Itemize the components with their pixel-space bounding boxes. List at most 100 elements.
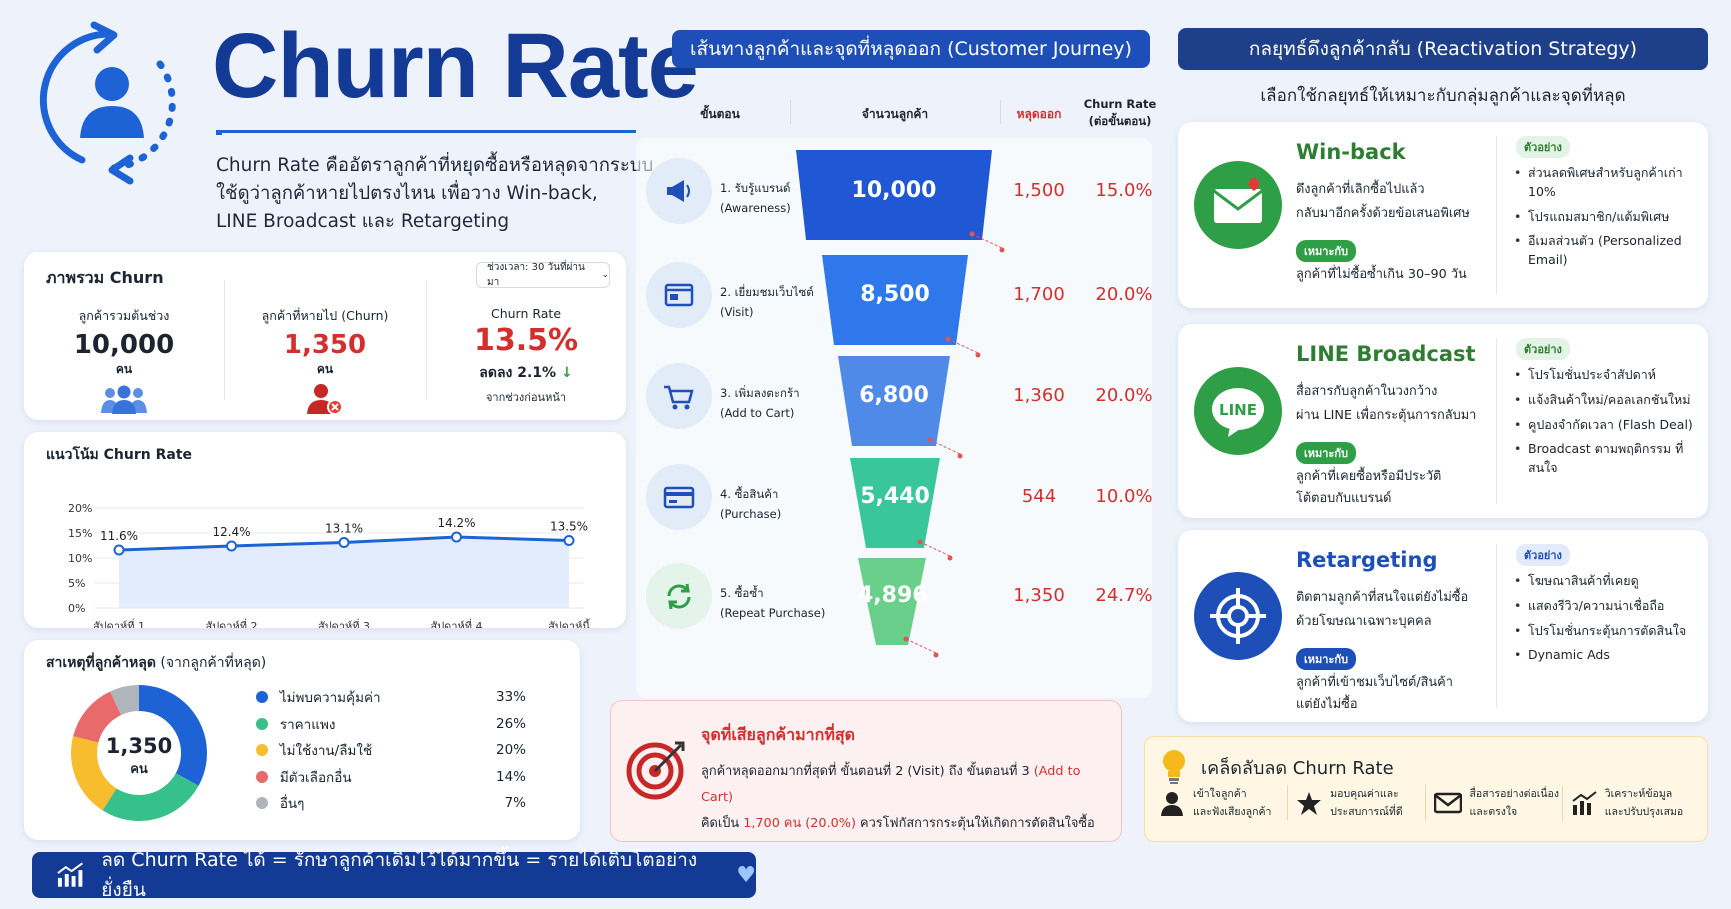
mail-icon xyxy=(1433,792,1462,814)
funnel-stage xyxy=(858,558,926,645)
donut-slice xyxy=(102,773,199,821)
journey-title: เส้นทางลูกค้าและจุดที่หลุดออก (Customer … xyxy=(672,30,1150,68)
funnel-value: 6,800 xyxy=(859,383,929,408)
strategy-title: กลยุทธ์ดึงลูกค้ากลับ (Reactivation Strat… xyxy=(1178,28,1708,70)
example-item: Dynamic Ads xyxy=(1514,646,1694,665)
data-label: 14.2% xyxy=(437,516,475,530)
trend-title: แนวโน้ม Churn Rate xyxy=(46,447,193,463)
example-badge: ตัวอย่าง xyxy=(1516,136,1570,158)
tip-item: สื่อสารอย่างต่อเนื่อง และตรงใจ xyxy=(1426,785,1563,821)
fit-badge: เหมาะกับ xyxy=(1296,442,1356,464)
legend-item: อื่นๆ 7% xyxy=(256,790,526,817)
data-label: 13.1% xyxy=(325,522,363,536)
chevron-down-icon: ⌄ xyxy=(601,270,609,280)
drop-value: 1,360 xyxy=(1013,385,1065,406)
example-item: โปรโมชั่นกระตุ้นการตัดสินใจ xyxy=(1514,622,1694,641)
strategy-name: Win-back xyxy=(1296,140,1406,164)
data-point xyxy=(451,531,462,543)
funnel-value: 4,896 xyxy=(858,583,928,608)
period-select[interactable]: ช่วงเวลา: 30 วันที่ผ่านมา ⌄ xyxy=(476,262,610,288)
megaphone-icon-badge xyxy=(646,158,712,224)
refresh-icon xyxy=(667,583,691,610)
y-tick-label: 5% xyxy=(68,577,85,590)
donut-slice xyxy=(71,736,117,811)
strategy-card-line-broadcast: LINE LINE Broadcast สื่อสารกับลูกค้าในวง… xyxy=(1178,324,1708,518)
step-churn-rate: 24.7% xyxy=(1095,585,1153,606)
overview-card: ภาพรวม Churn ช่วงเวลา: 30 วันที่ผ่านมา ⌄… xyxy=(24,252,626,420)
analytics-icon xyxy=(1572,791,1597,815)
example-list: ส่วนลดพิเศษสำหรับลูกค้าเก่า 10% โปรแถมสมา… xyxy=(1514,164,1694,276)
megaphone-icon xyxy=(667,180,690,202)
data-point xyxy=(113,544,125,556)
data-point xyxy=(338,537,350,548)
drop-value: 1,700 xyxy=(1013,284,1065,305)
cart-icon xyxy=(664,385,694,410)
example-item: คูปองจำกัดเวลา (Flash Deal) xyxy=(1514,416,1694,435)
example-item: โปรโมชั่นประจำสัปดาห์ xyxy=(1514,366,1694,385)
funnel-value: 10,000 xyxy=(851,178,937,203)
envelope-heart-icon xyxy=(1194,161,1282,249)
drop-value: 1,500 xyxy=(1013,180,1065,201)
x-tick-label: สัปดาห์ที่ 4 xyxy=(430,618,482,628)
bottom-banner: ลด Churn Rate ได้ = รักษาลูกค้าเดิมไว้ได… xyxy=(32,849,756,901)
x-tick-label: สัปดาห์ที่ 3 xyxy=(318,618,370,628)
reasons-legend: ไม่พบความคุ้มค่า 33% ราคาแพง 26% ไม่ใช้งาน/ล… xyxy=(256,684,526,817)
arrow-down-icon: ↓ xyxy=(560,365,573,381)
browser-icon-badge xyxy=(646,262,712,328)
fit-badge: เหมาะกับ xyxy=(1296,240,1356,262)
total-customers: ลูกค้ารวมต้นช่วง 10,000 คน xyxy=(24,306,224,419)
user-icon xyxy=(1161,792,1183,816)
drop-indicator xyxy=(945,336,981,358)
target-arrow-icon xyxy=(626,741,685,800)
page-description: Churn Rate คืออัตราลูกค้าที่หยุดซื้อหรือ… xyxy=(216,155,654,232)
customer-cycle-icon xyxy=(39,21,176,185)
strategy-name: Retargeting xyxy=(1296,548,1438,572)
biggest-loss-box: จุดที่เสียลูกค้ามากที่สุด ลูกค้าหลุดออกม… xyxy=(610,700,1122,842)
step-churn-rate: 10.0% xyxy=(1095,486,1153,507)
example-badge: ตัวอย่าง xyxy=(1516,544,1570,566)
funnel-stage xyxy=(838,356,950,446)
card-icon-badge xyxy=(646,464,712,530)
legend-dot xyxy=(256,770,268,783)
strategy-name: LINE Broadcast xyxy=(1296,342,1476,366)
y-tick-label: 0% xyxy=(68,602,85,615)
donut-slice xyxy=(73,691,122,743)
fit-badge: เหมาะกับ xyxy=(1296,648,1356,670)
overview-title: ภาพรวม Churn xyxy=(46,268,164,287)
drop-indicator xyxy=(927,437,963,459)
star-icon xyxy=(1297,792,1322,815)
tip-item: มอบคุณค่าและ ประสบการณ์ที่ดี xyxy=(1288,785,1426,821)
donut-slice xyxy=(139,685,207,786)
tips-box: เคล็ดลับลด Churn Rate เข้าใจลูกค้า และฟัง… xyxy=(1144,736,1708,842)
x-tick-label: สัปดาห์นี้ xyxy=(548,618,590,628)
drop-indicator xyxy=(903,636,939,658)
step-churn-rate: 20.0% xyxy=(1095,385,1153,406)
funnel-stage xyxy=(850,458,940,548)
trend-line-chart: 20% 15% 10% 5% 0% 11.6% สัปดาห์ที่ 1 12.4% สัปดา… xyxy=(68,502,590,628)
data-label: 13.5% xyxy=(550,520,588,534)
example-list: โฆษณาสินค้าที่เคยดูแสดงรีวิว/ความน่าเชื่… xyxy=(1514,572,1694,671)
funnel-stage xyxy=(822,255,968,345)
cart-icon-badge xyxy=(646,363,712,429)
legend-item: ราคาแพง 26% xyxy=(256,711,526,738)
strategy-card-retargeting: Retargeting ติดตามลูกค้าที่สนใจแต่ยังไม่… xyxy=(1178,530,1708,722)
crosshair-icon xyxy=(1194,572,1282,660)
donut-slice xyxy=(110,685,139,715)
churned-customers: ลูกค้าที่หายไป (Churn) 1,350 คน xyxy=(224,306,426,419)
example-badge: ตัวอย่าง xyxy=(1516,338,1570,360)
example-item: อีเมลส่วนตัว (Personalized Email) xyxy=(1514,232,1694,270)
legend-item: ไม่พบความคุ้มค่า 33% xyxy=(256,684,526,711)
legend-dot xyxy=(256,744,268,757)
drop-indicator xyxy=(917,539,953,561)
data-point xyxy=(563,535,575,546)
heart-icon: ♥ xyxy=(736,862,756,888)
drop-value: 1,350 xyxy=(1013,585,1065,606)
y-tick-label: 10% xyxy=(68,552,92,565)
step-churn-rate: 20.0% xyxy=(1095,284,1153,305)
x-tick-label: สัปดาห์ที่ 1 xyxy=(93,618,145,628)
example-item: Broadcast ตามพฤติกรรม ที่สนใจ xyxy=(1514,440,1694,478)
legend-item: ไม่ใช้งาน/ลืมใช้ 20% xyxy=(256,737,526,764)
example-item: แจ้งสินค้าใหม่/คอลเลกชันใหม่ xyxy=(1514,391,1694,410)
browser-icon xyxy=(664,283,694,307)
y-tick-label: 20% xyxy=(68,502,92,515)
